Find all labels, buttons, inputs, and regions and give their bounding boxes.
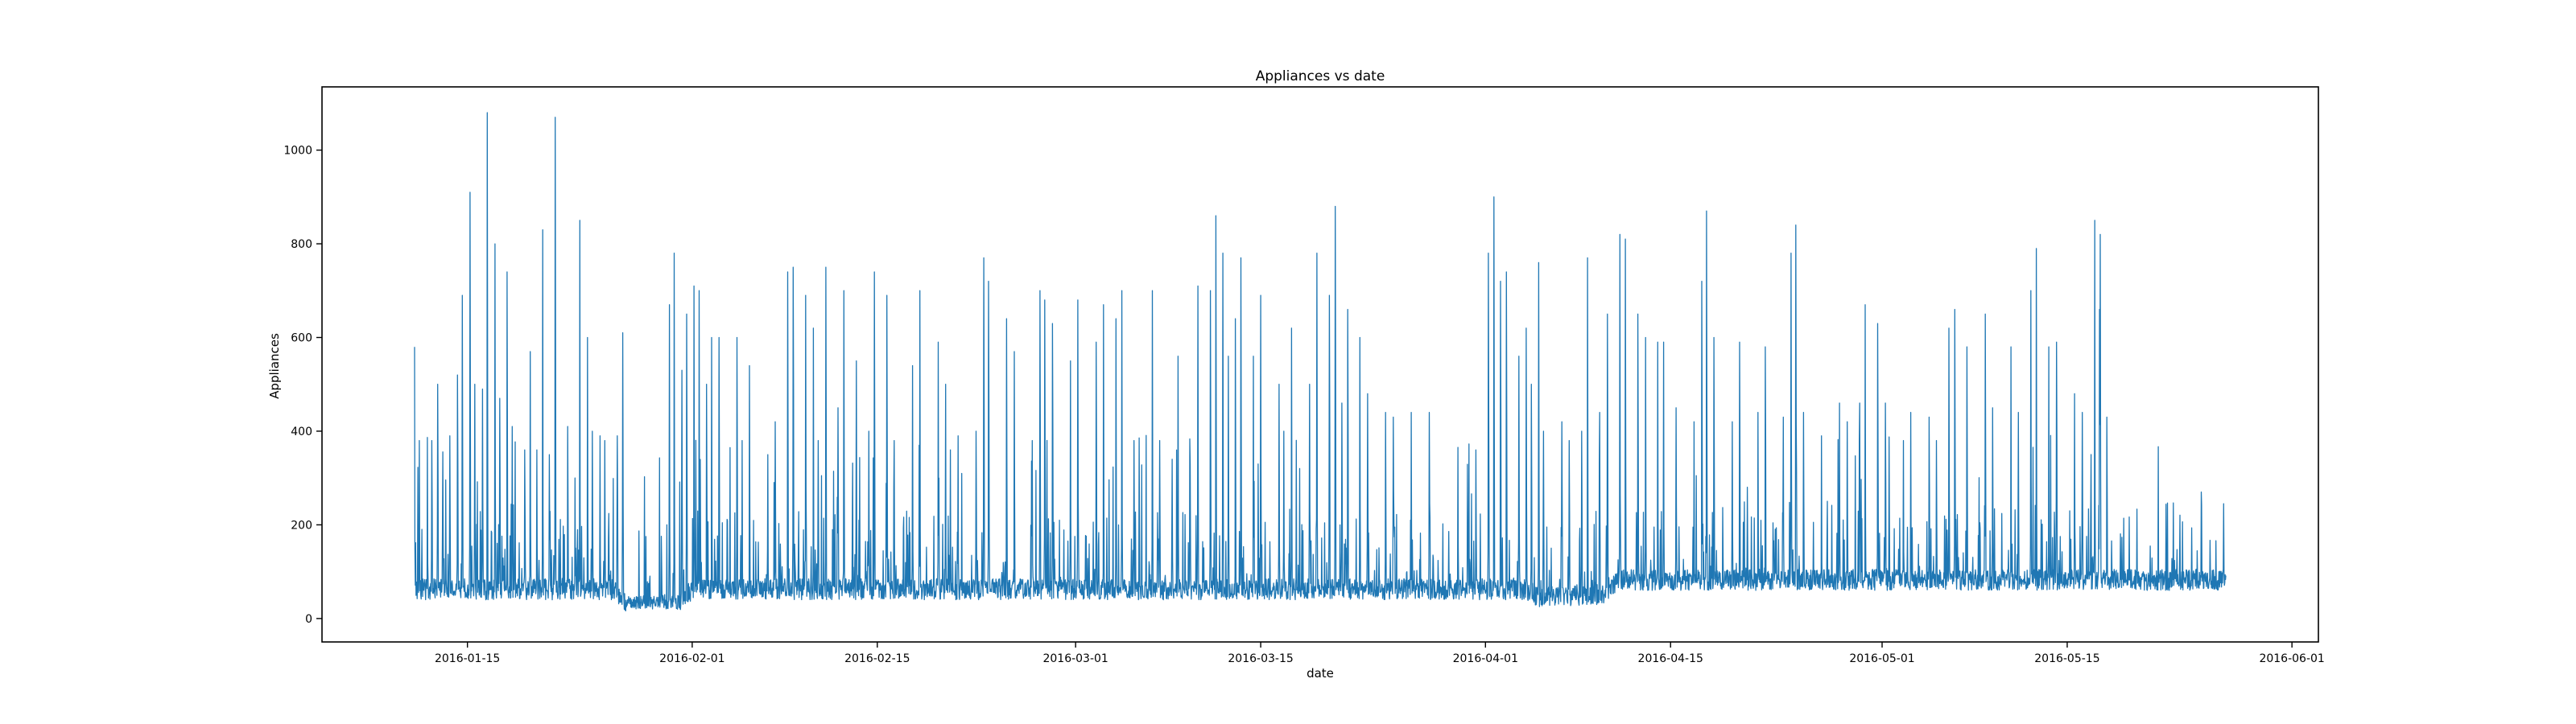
x-tick-label: 2016-05-01 <box>1849 652 1914 665</box>
plot-area <box>414 112 2227 611</box>
x-tick-label: 2016-03-01 <box>1042 652 1108 665</box>
y-tick-label: 600 <box>291 332 312 345</box>
y-axis-label: Appliances <box>267 333 282 399</box>
series-line <box>414 112 2227 611</box>
x-tick-label: 2016-05-15 <box>2034 652 2099 665</box>
y-axis: 0 200 400 600 800 1000 <box>283 145 322 626</box>
y-tick-label: 0 <box>305 613 312 626</box>
x-tick-label: 2016-01-15 <box>435 652 500 665</box>
x-tick-label: 2016-03-15 <box>1228 652 1293 665</box>
axes-frame <box>321 86 2319 643</box>
y-tick-label: 1000 <box>283 145 312 158</box>
x-tick-label: 2016-06-01 <box>2259 652 2324 665</box>
chart-title: Appliances vs date <box>1256 68 1385 84</box>
x-tick-label: 2016-04-01 <box>1453 652 1518 665</box>
y-tick-label: 200 <box>291 519 312 532</box>
y-tick-label: 800 <box>291 238 312 251</box>
x-axis: 2016-01-15 2016-02-01 2016-02-15 2016-03-01… <box>435 642 2325 665</box>
x-tick-label: 2016-02-15 <box>844 652 910 665</box>
x-tick-label: 2016-04-15 <box>1638 652 1703 665</box>
y-tick-label: 400 <box>291 426 312 438</box>
x-tick-label: 2016-02-01 <box>659 652 724 665</box>
x-axis-label: date <box>1307 666 1334 681</box>
